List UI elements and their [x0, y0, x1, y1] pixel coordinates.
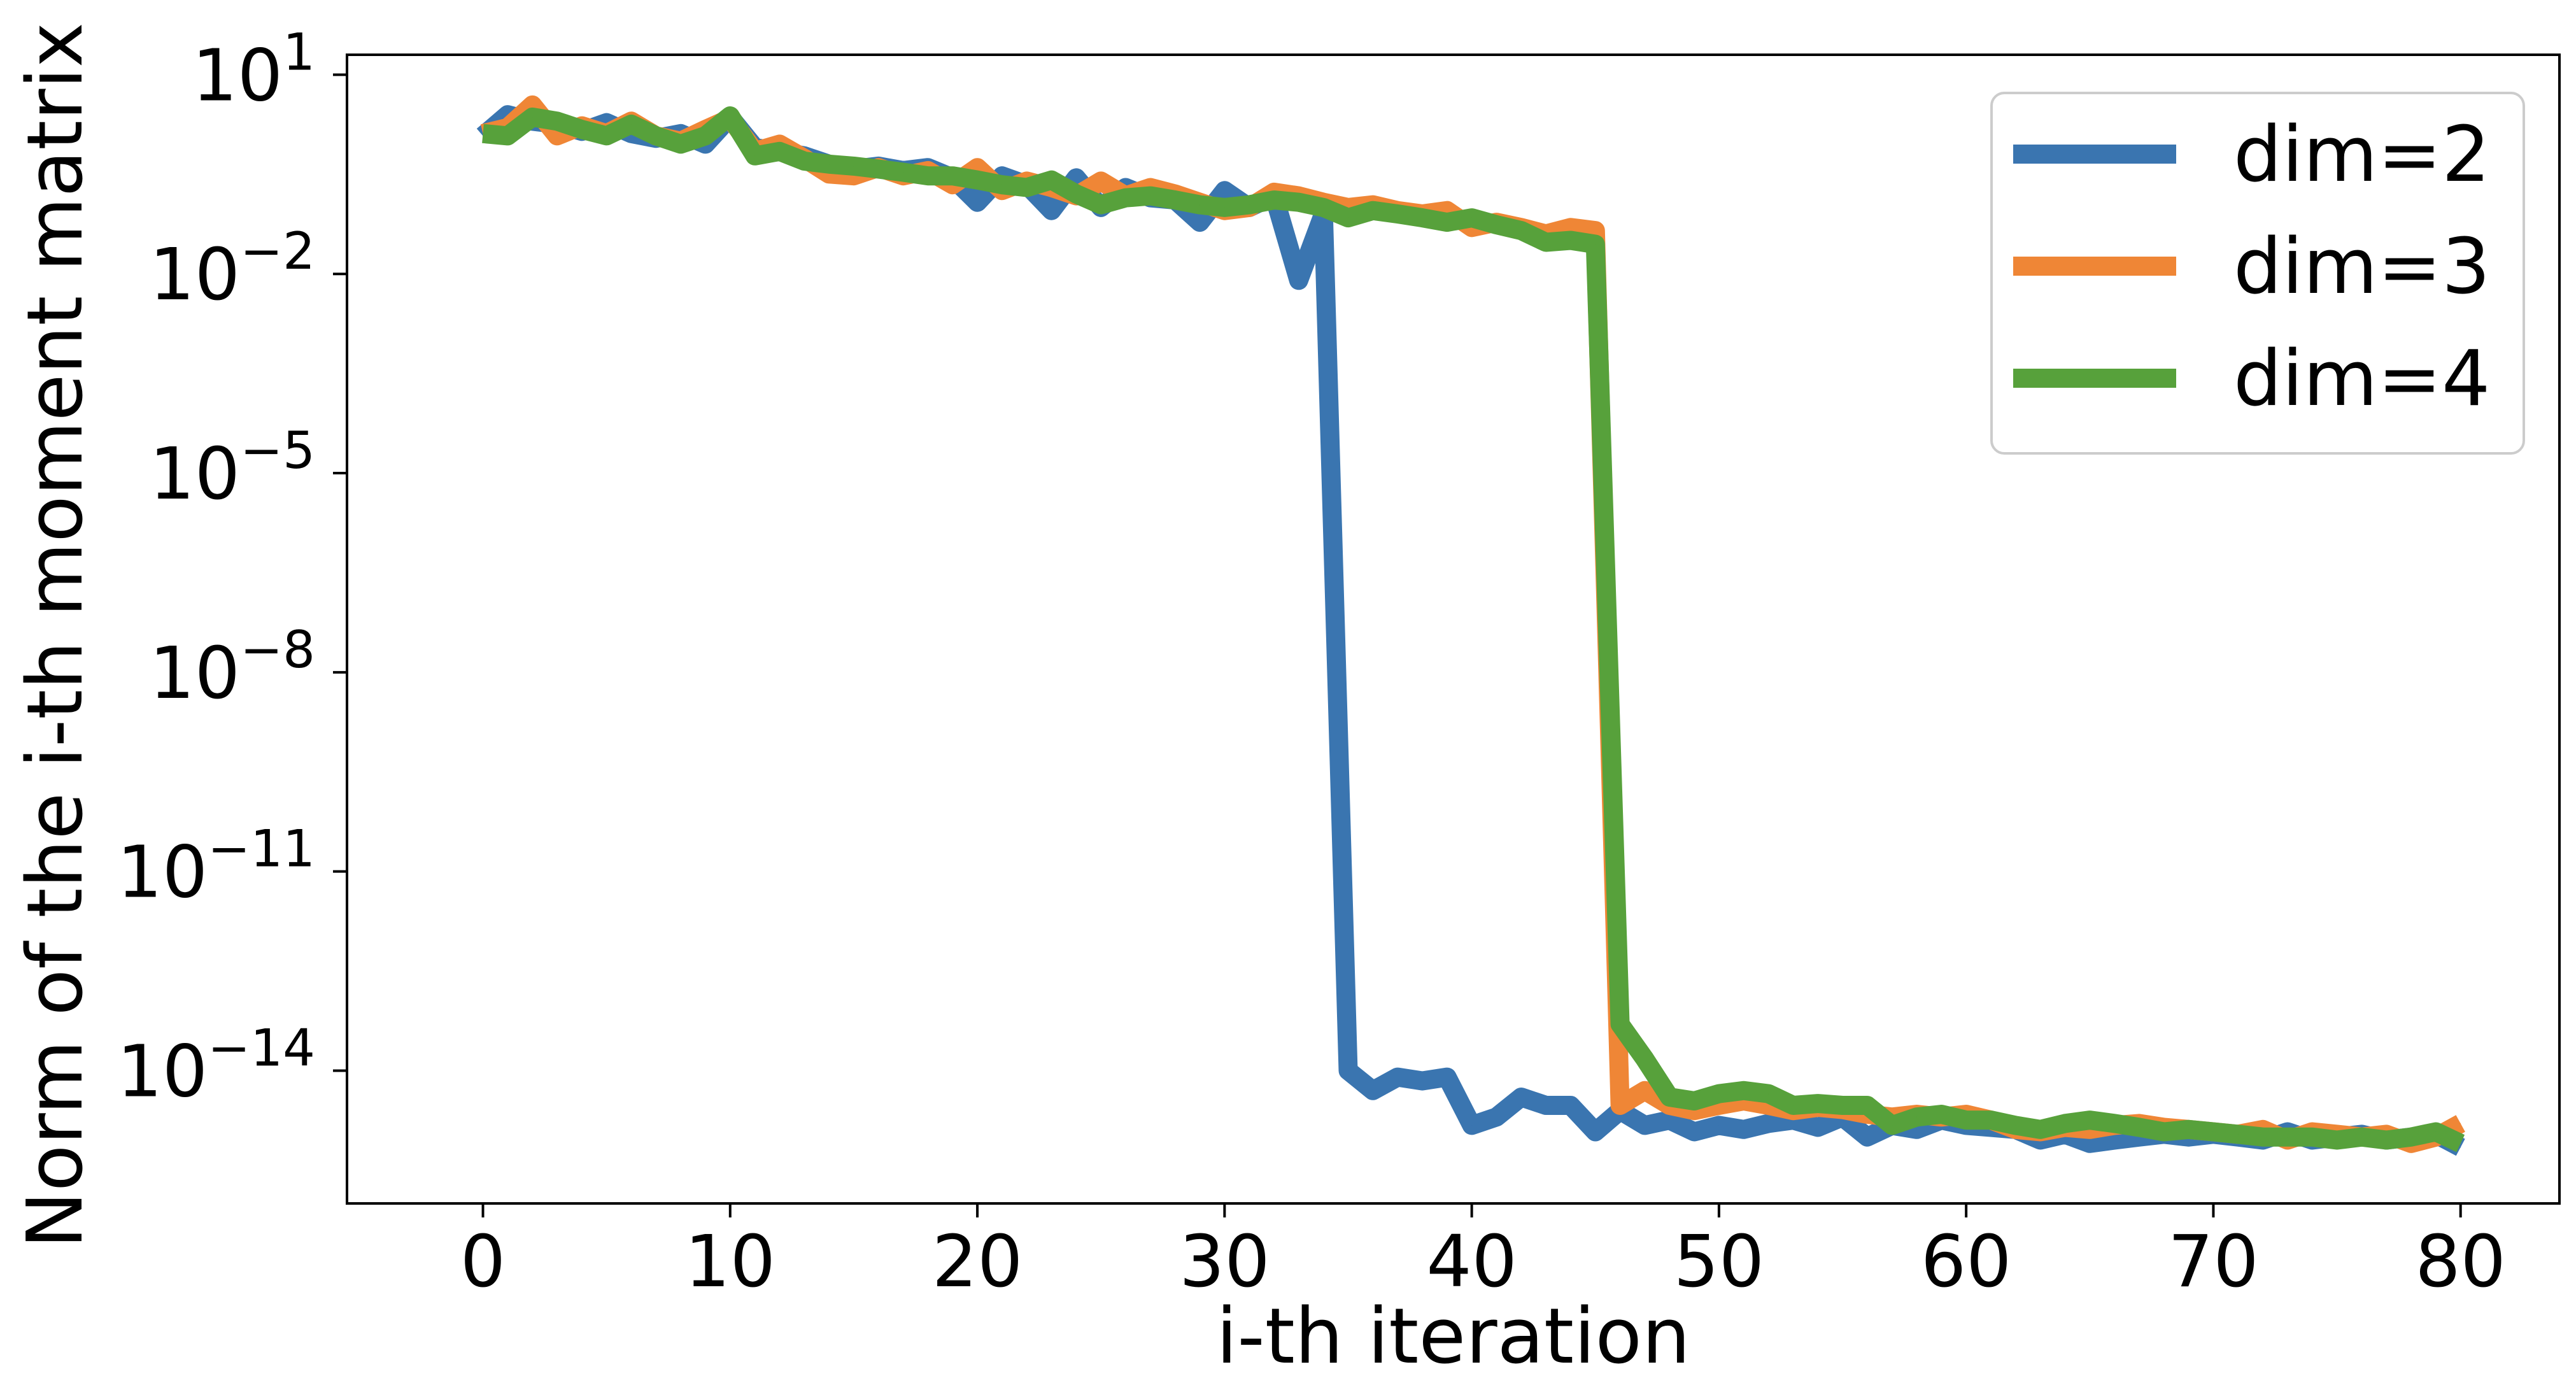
data-point	[2114, 1123, 2115, 1124]
y-tick-label: 10−14	[117, 1018, 315, 1113]
data-point	[1768, 1123, 1769, 1124]
y-tick-exponent: −5	[240, 421, 315, 480]
data-point	[1669, 1096, 1670, 1098]
data-point	[1520, 230, 1522, 231]
data-point	[1916, 1129, 1917, 1130]
data-point	[1026, 187, 1028, 188]
x-axis-label: i-th iteration	[1216, 1293, 1690, 1381]
y-tick-exponent: −11	[208, 819, 315, 879]
data-point	[1743, 1129, 1744, 1130]
x-tick-label: 20	[932, 1221, 1023, 1303]
y-tick-exponent: −2	[240, 222, 315, 281]
y-tick-label: 10−11	[117, 819, 315, 914]
x-tick-label: 30	[1179, 1221, 1270, 1303]
data-point	[2163, 1131, 2165, 1132]
y-tick-base: 10	[150, 632, 241, 715]
y-tick-base: 10	[150, 433, 241, 516]
data-point	[1595, 1131, 1596, 1132]
data-point	[1471, 1124, 1473, 1126]
data-point	[1570, 240, 1571, 241]
legend-label: dim=3	[2233, 223, 2490, 311]
y-tick-exponent: 1	[283, 22, 315, 82]
data-point	[1669, 1119, 1670, 1121]
y-tick-base: 10	[150, 234, 241, 316]
y-tick-label: 101	[192, 22, 315, 117]
data-point	[1570, 227, 1571, 228]
x-tick-label: 40	[1426, 1221, 1517, 1303]
x-tick-label: 80	[2415, 1221, 2506, 1303]
data-point	[2460, 1143, 2461, 1144]
x-tick-label: 0	[460, 1221, 506, 1303]
x-tick-label: 50	[1674, 1221, 1765, 1303]
data-point	[1051, 210, 1052, 211]
series-dim-4	[482, 106, 2465, 1152]
data-point	[1570, 1105, 1571, 1106]
x-tick-label: 70	[2168, 1221, 2259, 1303]
data-point	[556, 120, 558, 122]
y-axis-label: Norm of the i-th moment matrix	[11, 22, 100, 1249]
data-point	[1298, 280, 1299, 281]
y-tick-base: 10	[117, 1030, 208, 1113]
y-tick-label: 10−8	[150, 620, 315, 715]
data-point	[2460, 1123, 2461, 1124]
data-point	[532, 104, 533, 106]
data-point	[977, 167, 978, 168]
y-tick-exponent: −8	[240, 620, 315, 679]
data-point	[1990, 1119, 1992, 1121]
data-point	[1768, 1093, 1769, 1095]
data-point	[1595, 244, 1596, 245]
data-point	[1323, 207, 1324, 208]
data-point	[1273, 199, 1275, 201]
y-tick-label: 10−5	[150, 421, 315, 516]
plot-area-frame	[346, 53, 2561, 1205]
data-point	[606, 122, 607, 124]
data-point	[2212, 1131, 2214, 1132]
x-tick-label: 10	[685, 1221, 776, 1303]
data-point	[803, 160, 805, 162]
data-point	[1224, 207, 1225, 208]
data-point	[1965, 1119, 1967, 1121]
y-tick-label: 10−2	[150, 222, 315, 316]
x-tick-label: 60	[1921, 1221, 2012, 1303]
data-point	[754, 155, 756, 157]
data-point	[1718, 1124, 1720, 1126]
data-point	[1743, 1090, 1744, 1091]
legend-label: dim=4	[2233, 335, 2490, 423]
y-tick-base: 10	[117, 832, 208, 914]
legend-label: dim=2	[2233, 111, 2490, 199]
data-point	[1718, 1093, 1720, 1095]
data-point	[2188, 1129, 2190, 1130]
y-tick-exponent: −14	[208, 1018, 315, 1077]
data-point	[1694, 1100, 1695, 1102]
legend: dim=2 dim=3 dim=4	[1990, 92, 2525, 455]
data-point	[1792, 1105, 1794, 1106]
series-layer	[476, 95, 2465, 1156]
data-point	[1694, 1131, 1695, 1132]
data-point	[581, 129, 583, 130]
data-point	[1941, 1114, 1942, 1115]
data-point	[2237, 1133, 2239, 1135]
data-point	[1595, 230, 1596, 231]
data-point	[1718, 1105, 1720, 1106]
data-point	[2015, 1124, 2016, 1126]
legend-box	[1990, 92, 2525, 455]
data-point	[2040, 1129, 2041, 1130]
data-point	[2435, 1131, 2437, 1132]
data-point	[1249, 204, 1250, 206]
x-axis-ticks: 0 10 20 30 40 50 60 70 80	[460, 1203, 2506, 1303]
y-tick-base: 10	[192, 34, 283, 117]
data-point	[1224, 190, 1225, 191]
data-point	[1743, 1100, 1744, 1102]
data-point	[631, 124, 632, 125]
data-point	[1768, 1105, 1769, 1106]
data-point	[779, 151, 780, 152]
data-point	[1520, 1096, 1522, 1098]
